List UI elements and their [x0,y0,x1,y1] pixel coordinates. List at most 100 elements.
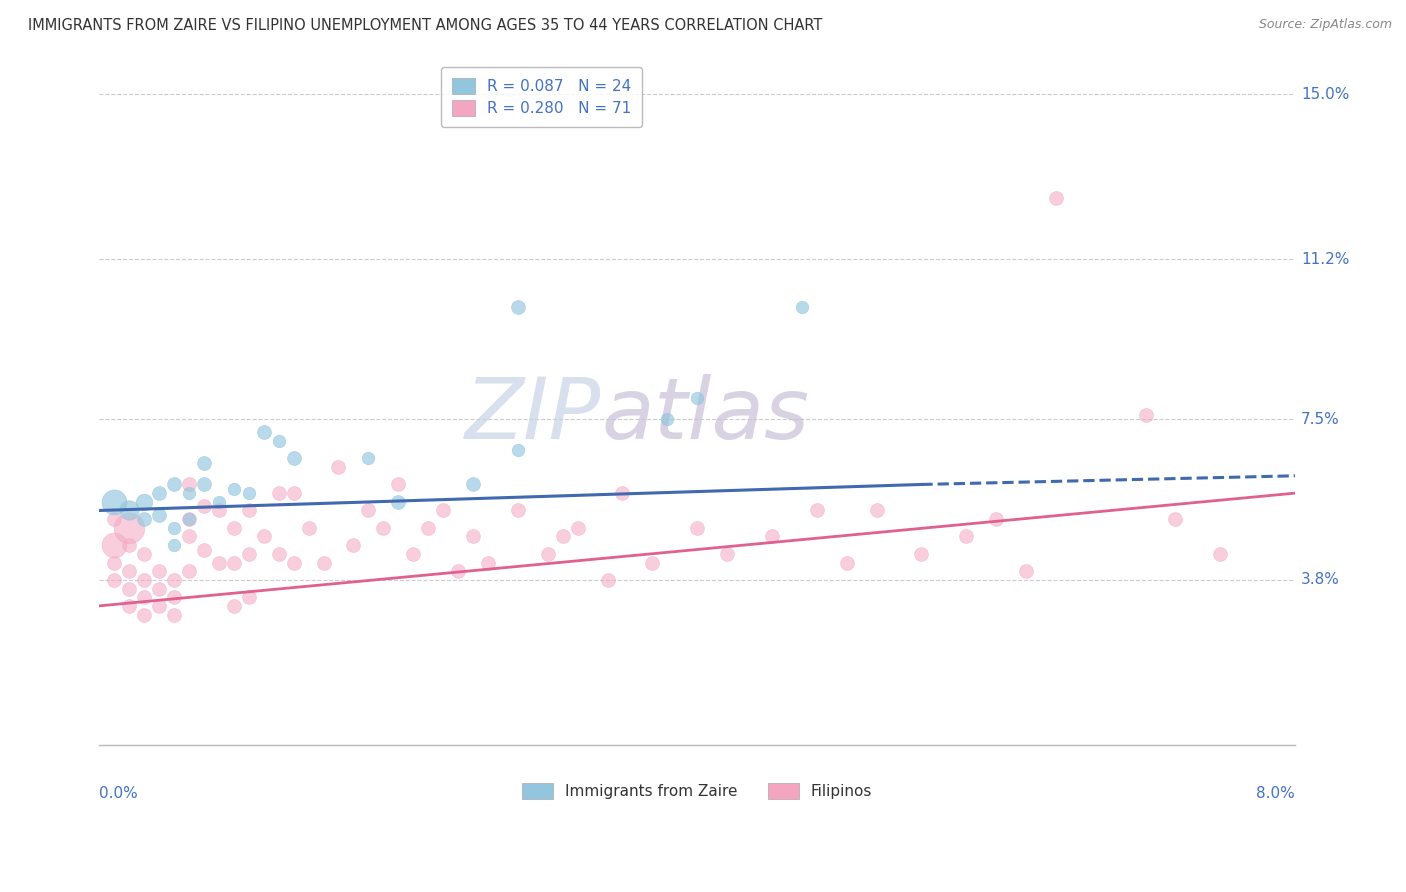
Point [118,564,141,578]
Point [103,512,125,526]
Text: 11.2%: 11.2% [1301,252,1350,267]
Text: 0.0%: 0.0% [100,786,138,801]
Point [103,495,125,509]
Point [447,564,470,578]
Point [118,599,141,613]
Point [506,503,529,517]
Point [686,521,709,535]
Point [461,529,484,543]
Legend: Immigrants from Zaire, Filipinos: Immigrants from Zaire, Filipinos [516,777,879,805]
Point [208,503,231,517]
Text: 8.0%: 8.0% [1256,786,1295,801]
Point [387,477,409,491]
Point [193,499,215,513]
Point [1135,408,1157,422]
Point [103,556,125,570]
Point [477,556,499,570]
Point [177,486,200,500]
Point [118,538,141,552]
Point [312,556,335,570]
Point [222,556,245,570]
Point [342,538,364,552]
Point [506,300,529,314]
Point [283,451,305,466]
Point [163,573,186,587]
Point [806,503,828,517]
Point [984,512,1007,526]
Point [716,547,738,561]
Point [193,477,215,491]
Point [790,300,813,314]
Point [267,434,290,449]
Text: 3.8%: 3.8% [1301,573,1340,587]
Point [267,547,290,561]
Point [238,503,260,517]
Text: Source: ZipAtlas.com: Source: ZipAtlas.com [1258,18,1392,31]
Point [537,547,560,561]
Text: IMMIGRANTS FROM ZAIRE VS FILIPINO UNEMPLOYMENT AMONG AGES 35 TO 44 YEARS CORRELA: IMMIGRANTS FROM ZAIRE VS FILIPINO UNEMPL… [28,18,823,33]
Point [103,538,125,552]
Point [148,599,170,613]
Point [238,486,260,500]
Point [134,547,156,561]
Point [238,590,260,604]
Point [253,529,276,543]
Point [222,521,245,535]
Point [1164,512,1187,526]
Point [177,512,200,526]
Point [357,451,380,466]
Point [208,556,231,570]
Point [761,529,783,543]
Point [910,547,932,561]
Point [177,529,200,543]
Point [432,503,454,517]
Point [641,556,664,570]
Text: ZIP: ZIP [465,375,602,458]
Point [163,590,186,604]
Point [865,503,887,517]
Point [163,538,186,552]
Point [177,564,200,578]
Point [373,521,395,535]
Text: atlas: atlas [602,375,810,458]
Point [118,503,141,517]
Point [357,503,380,517]
Point [148,582,170,596]
Point [148,564,170,578]
Text: 7.5%: 7.5% [1301,412,1340,427]
Point [551,529,574,543]
Point [238,547,260,561]
Point [686,391,709,405]
Point [193,456,215,470]
Point [134,512,156,526]
Point [253,425,276,440]
Point [193,542,215,557]
Point [328,460,350,475]
Point [148,508,170,522]
Text: 15.0%: 15.0% [1301,87,1350,102]
Point [506,442,529,457]
Point [1209,547,1232,561]
Point [163,477,186,491]
Point [612,486,634,500]
Point [134,573,156,587]
Point [103,573,125,587]
Point [163,607,186,622]
Point [222,599,245,613]
Point [163,521,186,535]
Point [283,486,305,500]
Point [596,573,619,587]
Point [148,486,170,500]
Point [567,521,589,535]
Point [118,521,141,535]
Point [134,495,156,509]
Point [1045,191,1067,205]
Point [835,556,858,570]
Point [297,521,319,535]
Point [387,495,409,509]
Point [177,512,200,526]
Point [461,477,484,491]
Point [208,495,231,509]
Point [657,412,679,426]
Point [267,486,290,500]
